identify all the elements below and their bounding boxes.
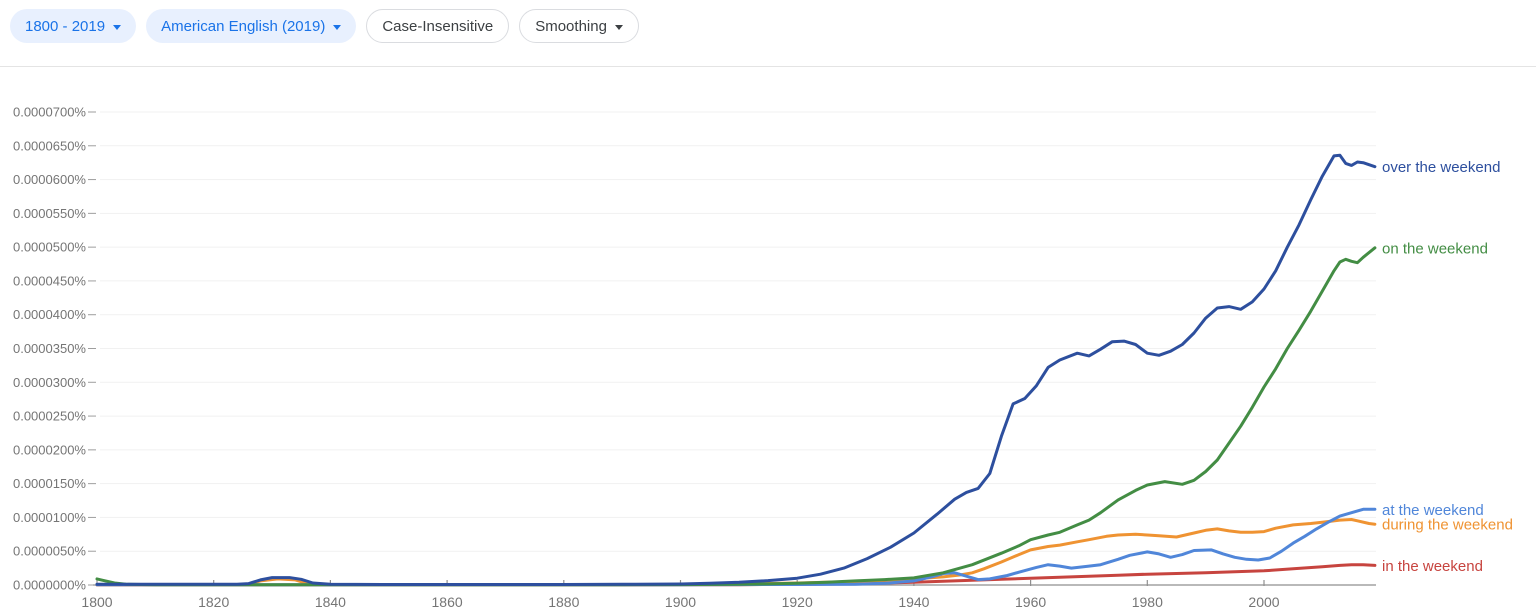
- y-tick-label: 0.0000500%: [13, 240, 86, 255]
- x-tick-label: 1960: [1015, 594, 1046, 610]
- x-tick-label: 1980: [1132, 594, 1163, 610]
- corpus-chip[interactable]: American English (2019): [146, 9, 357, 43]
- x-tick-label: 1940: [898, 594, 929, 610]
- series-line-over-the-weekend[interactable]: [95, 153, 1377, 586]
- series-label-in-the-weekend[interactable]: in the weekend: [1382, 558, 1483, 575]
- series-label-over-the-weekend[interactable]: over the weekend: [1382, 159, 1500, 176]
- y-tick-label: 0.0000450%: [13, 273, 86, 288]
- filters-bar: 1800 - 2019 American English (2019) Case…: [0, 0, 1536, 43]
- x-tick-label: 1800: [81, 594, 112, 610]
- case-insensitive-chip[interactable]: Case-Insensitive: [366, 9, 510, 43]
- year-range-label: 1800 - 2019: [25, 17, 106, 35]
- smoothing-chip[interactable]: Smoothing: [519, 9, 639, 43]
- x-tick-label: 1880: [548, 594, 579, 610]
- x-tick-label: 1920: [782, 594, 813, 610]
- series-line-during-the-weekend[interactable]: [95, 518, 1377, 587]
- series-label-on-the-weekend[interactable]: on the weekend: [1382, 240, 1488, 257]
- chevron-down-icon: [333, 24, 342, 30]
- x-tick-label: 1900: [665, 594, 696, 610]
- x-tick-label: 1820: [198, 594, 229, 610]
- ngram-chart[interactable]: 0.0000000% 0.0000050% 0.0000100% 0.0000150%…: [0, 67, 1536, 614]
- y-tick-label: 0.0000700%: [13, 104, 86, 119]
- y-tick-label: 0.0000250%: [13, 409, 86, 424]
- x-tick-label: 2000: [1248, 594, 1279, 610]
- chevron-down-icon: [614, 24, 623, 30]
- y-tick-label: 0.0000600%: [13, 172, 86, 187]
- y-tick-label: 0.0000150%: [13, 476, 86, 491]
- x-tick-label: 1860: [432, 594, 463, 610]
- y-tick-label: 0.0000000%: [13, 578, 86, 593]
- series-label-at-the-weekend[interactable]: at the weekend: [1382, 502, 1484, 519]
- y-tick-label: 0.0000650%: [13, 138, 86, 153]
- series-line-at-the-weekend[interactable]: [95, 507, 1377, 587]
- divider: [0, 66, 1536, 67]
- chevron-down-icon: [113, 24, 122, 30]
- y-tick-label: 0.0000350%: [13, 341, 86, 356]
- y-tick-label: 0.0000050%: [13, 544, 86, 559]
- corpus-label: American English (2019): [161, 17, 326, 35]
- series-label-during-the-weekend[interactable]: during the weekend: [1382, 517, 1513, 534]
- y-tick-label: 0.0000550%: [13, 206, 86, 221]
- y-tick-label: 0.0000400%: [13, 307, 86, 322]
- year-range-chip[interactable]: 1800 - 2019: [10, 9, 137, 43]
- y-tick-label: 0.0000300%: [13, 375, 86, 390]
- smoothing-label: Smoothing: [535, 17, 607, 35]
- case-insensitive-label: Case-Insensitive: [382, 17, 494, 35]
- x-tick-label: 1840: [315, 594, 346, 610]
- y-tick-label: 0.0000100%: [13, 510, 86, 525]
- y-tick-label: 0.0000200%: [13, 442, 86, 457]
